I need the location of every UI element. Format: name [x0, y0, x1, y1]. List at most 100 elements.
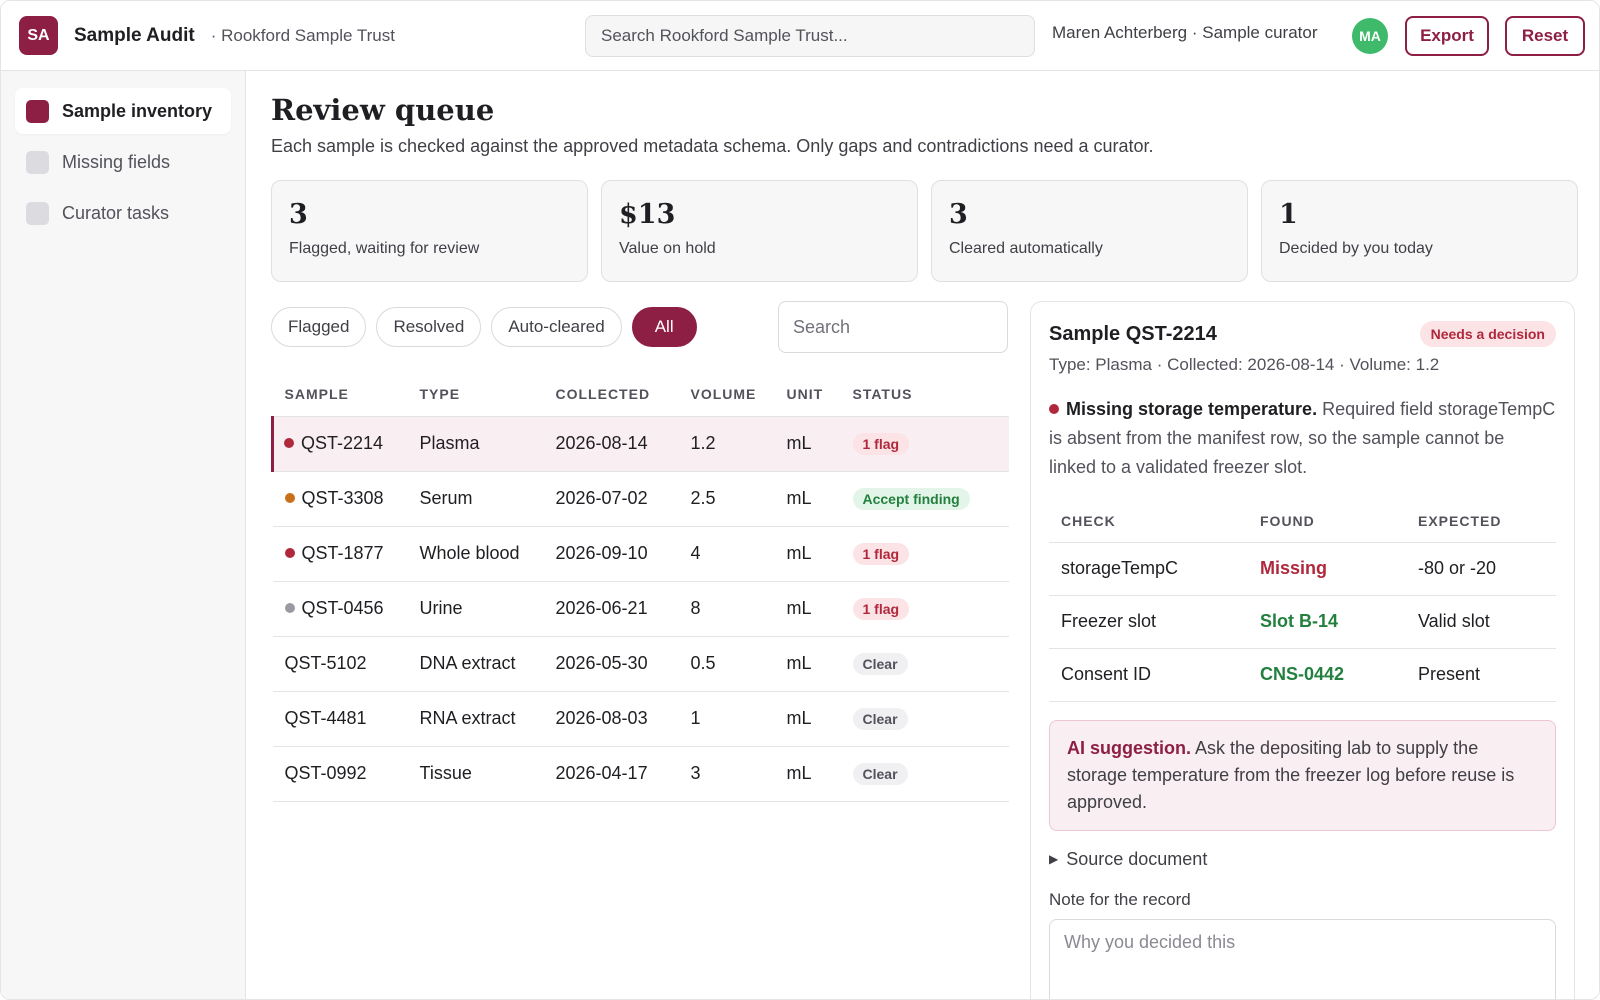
sample-id-cell: QST-3308: [272, 471, 408, 527]
issue-description: Missing storage temperature. Required fi…: [1049, 395, 1556, 482]
column-header: EXPECTED: [1406, 500, 1556, 543]
column-header[interactable]: TYPE: [407, 373, 544, 417]
type-cell: Whole blood: [407, 526, 544, 582]
sidebar-item-curator-tasks[interactable]: Curator tasks: [15, 190, 231, 236]
status-dot-icon: [284, 603, 295, 614]
table-row[interactable]: QST-5102 DNA extract 2026-05-30 0.5 mL Clear: [272, 636, 1009, 692]
volume-cell: 4: [678, 526, 775, 582]
stat-value: 3: [949, 199, 968, 230]
filter-chip-flagged[interactable]: Flagged: [271, 307, 367, 347]
sample-id-cell: QST-5102: [272, 636, 408, 692]
disclosure-triangle-icon: ▶: [1049, 852, 1059, 866]
global-search-input[interactable]: Search Rookford Sample Trust...: [585, 15, 1035, 57]
table-row[interactable]: QST-0992 Tissue 2026-04-17 3 mL Clear: [272, 746, 1009, 802]
stat-value: 1: [1279, 199, 1298, 230]
type-cell: Serum: [407, 471, 544, 527]
sample-id: QST-1877: [301, 543, 384, 563]
avatar[interactable]: MA: [1352, 18, 1388, 54]
page-subtitle: Each sample is checked against the appro…: [271, 136, 1154, 156]
status-cell: Clear: [840, 746, 1009, 802]
stats-row: 3 Flagged, waiting for review $13 Value …: [271, 180, 1581, 282]
status-cell: Clear: [840, 691, 1009, 747]
volume-cell: 1: [678, 691, 775, 747]
type-cell: RNA extract: [407, 691, 544, 747]
source-document-toggle[interactable]: ▶ Source document: [1049, 849, 1556, 870]
unit-cell: mL: [774, 581, 841, 637]
ai-text: Ask the depositing lab to supply the sto…: [1067, 737, 1515, 812]
sample-id: QST-0456: [301, 598, 384, 618]
queue-panel: Flagged Resolved Auto-cleared All Search…: [271, 301, 1011, 802]
check-expected: -80 or -20: [1406, 542, 1556, 596]
sample-id-cell: QST-4481: [272, 691, 408, 747]
app-logo: SA: [19, 16, 58, 55]
column-header[interactable]: VOLUME: [678, 373, 775, 417]
column-header[interactable]: COLLECTED: [543, 373, 679, 417]
status-badge: Accept finding: [852, 487, 970, 510]
table-row[interactable]: QST-3308 Serum 2026-07-02 2.5 mL Accept findi…: [272, 471, 1009, 527]
reset-button[interactable]: Reset: [1505, 16, 1585, 56]
table-row[interactable]: QST-0456 Urine 2026-06-21 8 mL 1 flag: [272, 581, 1009, 637]
type-cell: Tissue: [407, 746, 544, 802]
column-header: FOUND: [1248, 500, 1406, 543]
status-badge: Needs a decision: [1419, 321, 1556, 347]
unit-cell: mL: [774, 416, 841, 472]
unit-cell: mL: [774, 471, 841, 527]
table-row[interactable]: QST-2214 Plasma 2026-08-14 1.2 mL 1 flag: [271, 416, 1009, 472]
sidebar-item-missing-fields[interactable]: Missing fields: [15, 139, 231, 185]
status-cell: 1 flag: [840, 581, 1009, 637]
check-expected: Valid slot: [1406, 595, 1556, 649]
stat-card-value-on-hold: $13 Value on hold: [601, 180, 918, 282]
filter-chip-resolved[interactable]: Resolved: [376, 307, 482, 347]
status-badge: 1 flag: [852, 432, 910, 455]
table-row[interactable]: QST-1877 Whole blood 2026-09-10 4 mL 1 flag: [272, 526, 1009, 582]
page-title: Review queue: [271, 93, 495, 127]
review-queue-table: SAMPLE TYPE COLLECTED VOLUME UNIT STATUS…: [271, 373, 1009, 802]
check-row: storageTempC Missing -80 or -20: [1049, 542, 1556, 596]
issue-severity-icon: [1049, 404, 1059, 415]
filter-chips: Flagged Resolved Auto-cleared All: [271, 301, 1011, 353]
detail-title: Sample QST-2214: [1049, 322, 1217, 345]
type-cell: Plasma: [407, 416, 544, 472]
stat-label: Value on hold: [619, 240, 716, 257]
collected-cell: 2026-04-17: [543, 746, 679, 802]
org-name: · Rookford Sample Trust: [210, 25, 395, 45]
sample-id-cell: QST-0992: [272, 746, 408, 802]
sample-id: QST-2214: [301, 433, 384, 453]
stat-card-cleared: 3 Cleared automatically: [931, 180, 1248, 282]
volume-cell: 8: [678, 581, 775, 637]
status-badge: 1 flag: [852, 597, 910, 620]
table-header-row: SAMPLE TYPE COLLECTED VOLUME UNIT STATUS: [272, 373, 1009, 417]
status-badge: Clear: [852, 762, 908, 785]
check-found: Missing: [1248, 542, 1406, 596]
export-button[interactable]: Export: [1405, 16, 1489, 56]
sample-id: QST-0992: [284, 763, 367, 783]
sample-id-cell: QST-0456: [272, 581, 408, 637]
sidebar-item-sample-inventory[interactable]: Sample inventory: [15, 88, 231, 134]
note-textarea[interactable]: Why you decided this: [1049, 918, 1556, 999]
volume-cell: 0.5: [678, 636, 775, 692]
ai-suggestion: AI suggestion. Ask the depositing lab to…: [1049, 719, 1556, 831]
volume-cell: 2.5: [678, 471, 775, 527]
table-row[interactable]: QST-4481 RNA extract 2026-08-03 1 mL Clear: [272, 691, 1009, 747]
check-name: Consent ID: [1049, 648, 1248, 702]
queue-search-input[interactable]: Search: [778, 301, 1008, 353]
filter-chip-auto-cleared[interactable]: Auto-cleared: [491, 307, 622, 347]
main-content: Review queue Each sample is checked agai…: [271, 71, 1581, 802]
check-name: storageTempC: [1049, 542, 1248, 596]
filter-chip-all[interactable]: All: [631, 307, 697, 347]
check-row: Freezer slot Slot B-14 Valid slot: [1049, 595, 1556, 649]
collected-cell: 2026-05-30: [543, 636, 679, 692]
check-expected: Present: [1406, 648, 1556, 702]
check-found: Slot B-14: [1248, 595, 1406, 649]
column-header[interactable]: SAMPLE: [272, 373, 408, 417]
unit-cell: mL: [774, 526, 841, 582]
status-dot-icon: [284, 548, 295, 559]
volume-cell: 1.2: [678, 416, 775, 472]
note-label: Note for the record: [1049, 889, 1191, 909]
sample-id: QST-5102: [284, 653, 367, 673]
status-dot-icon: [284, 438, 294, 449]
sidebar-item-label: Curator tasks: [62, 202, 170, 223]
column-header[interactable]: UNIT: [774, 373, 841, 417]
app-title: Sample Audit: [74, 24, 195, 46]
column-header[interactable]: STATUS: [840, 373, 1009, 417]
